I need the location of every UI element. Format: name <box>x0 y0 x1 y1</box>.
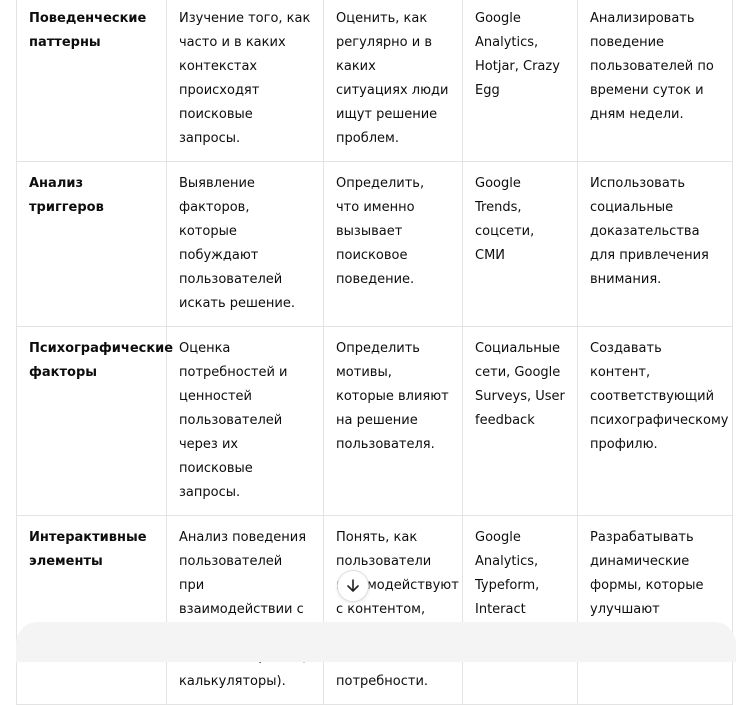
arrow-down-icon <box>347 579 359 592</box>
table-cell: Выявление факторов, которые побуждают по… <box>166 161 324 327</box>
table-cell: Google Trends, соцсети, СМИ <box>462 161 578 327</box>
table-cell: Изучение того, как часто и в каких конте… <box>166 0 324 162</box>
table-row: Психографические факторы Оценка потребнос… <box>16 326 733 516</box>
table-cell: Создавать контент, соответствующий психо… <box>577 326 733 516</box>
table-cell: Анализ поведения пользователей при взаим… <box>166 515 324 705</box>
row-header-cell: Анализ триггеров <box>16 161 167 327</box>
comparison-table: Поведенческие паттерны Изучение того, как… <box>16 0 733 705</box>
table-cell: Использовать социальные доказательства д… <box>577 161 733 327</box>
table-cell: Анализировать поведение пользователей по… <box>577 0 733 162</box>
table-cell: Google Analytics, Typeform, Interact <box>462 515 578 705</box>
table-cell: Google Analytics, Hotjar, Crazy Egg <box>462 0 578 162</box>
table-cell: Определить мотивы, которые влияют на реш… <box>323 326 463 516</box>
row-header-cell: Поведенческие паттерны <box>16 0 167 162</box>
table-cell: Оценить, как регулярно и в каких ситуаци… <box>323 0 463 162</box>
table-cell: Оценка потребностей и ценностей пользова… <box>166 326 324 516</box>
row-header-cell: Интерактивные элементы <box>16 515 167 705</box>
scroll-down-button[interactable] <box>337 570 369 602</box>
row-header-cell: Психографические факторы <box>16 326 173 516</box>
table-cell: Разрабатывать динамические формы, которы… <box>577 515 733 705</box>
table-row: Поведенческие паттерны Изучение того, как… <box>16 0 733 162</box>
table-row: Интерактивные элементы Анализ поведения п… <box>16 515 733 705</box>
table-cell: Определить, что именно вызывает поисково… <box>323 161 463 327</box>
table-row: Анализ триггеров Выявление факторов, кото… <box>16 161 733 327</box>
table-cell: Социальные сети, Google Surveys, User fe… <box>462 326 578 516</box>
message-composer[interactable] <box>16 622 736 662</box>
table-cell: Понять, как пользователи взаимодействуют… <box>323 515 463 705</box>
